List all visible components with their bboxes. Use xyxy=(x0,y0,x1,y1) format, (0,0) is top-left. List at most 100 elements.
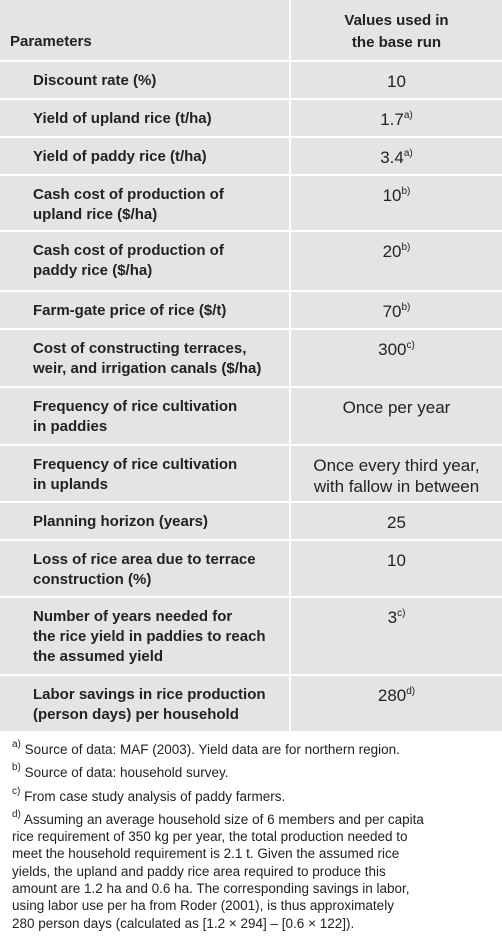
value-cell: 20b) xyxy=(291,232,502,290)
table-row: Yield of upland rice (t/ha) 1.7a) xyxy=(0,100,502,138)
note-marker: b) xyxy=(401,186,411,197)
value-text: 3 xyxy=(387,608,398,627)
parameter-cell: Cash cost of production of upland rice ($… xyxy=(0,176,291,230)
header-cell: Parameters xyxy=(0,0,291,60)
header-cell: Values used in the base run xyxy=(291,0,502,60)
value-cell: 300c) xyxy=(291,330,502,386)
value-cell: 25 xyxy=(291,503,502,539)
parameter-text: Cash cost of production of xyxy=(33,242,224,259)
header-text: Values used in xyxy=(344,12,449,29)
value-cell: 3.4a) xyxy=(291,138,502,174)
parameter-text: Discount rate (%) xyxy=(33,72,157,89)
table-row: Frequency of rice cultivation in paddies O… xyxy=(0,388,502,446)
parameter-text: in uplands xyxy=(33,476,108,493)
table-row: Cash cost of production of paddy rice ($/… xyxy=(0,232,502,292)
footnote-text: Source of data: household survey. xyxy=(24,765,229,781)
note-marker: a) xyxy=(403,148,413,159)
footnotes: a) Source of data: MAF (2003). Yield dat… xyxy=(12,739,496,938)
parameter-cell: Frequency of rice cultivation in uplands xyxy=(0,446,291,501)
parameter-text: Yield of paddy rice (t/ha) xyxy=(33,148,207,165)
footnote-marker: b) xyxy=(12,762,21,774)
footnote: b) Source of data: household survey. xyxy=(12,762,496,781)
parameter-text: paddy rice ($/ha) xyxy=(33,262,153,279)
parameter-text: the rice yield in paddies to reach xyxy=(33,628,266,645)
header-text: Parameters xyxy=(10,33,92,50)
parameter-cell: Labor savings in rice production (person … xyxy=(0,676,291,731)
footnote-text: Source of data: MAF (2003). Yield data a… xyxy=(24,742,400,757)
value-text: 20 xyxy=(382,242,402,261)
table-row: Discount rate (%) 10 xyxy=(0,62,502,100)
value-cell: 1.7a) xyxy=(291,100,502,136)
value-cell: 10 xyxy=(291,541,502,596)
parameter-table: Parameters Values used in the base run Disc… xyxy=(0,0,502,733)
parameter-text: (person days) per household xyxy=(33,706,239,723)
parameter-text: Frequency of rice cultivation xyxy=(33,456,238,473)
header-row: Parameters Values used in the base run xyxy=(0,0,502,62)
footnote: c) From case study analysis of paddy far… xyxy=(12,785,496,805)
parameter-text: Farm-gate price of rice ($/t) xyxy=(33,302,227,319)
header-text: the base run xyxy=(351,34,442,51)
footnote-text: rice requirement of 350 kg per year, the… xyxy=(12,829,408,845)
parameter-text: Planning horizon (years) xyxy=(33,513,209,530)
footnote-text: 280 person days (calculated as [1.2 × 29… xyxy=(12,915,355,931)
table-row: Labor savings in rice production (person … xyxy=(0,676,502,733)
note-marker: c) xyxy=(397,608,406,619)
value-text: with fallow in between xyxy=(313,477,480,496)
value-text: 70 xyxy=(382,302,402,321)
value-cell: Once per year xyxy=(291,388,502,444)
table-row: Yield of paddy rice (t/ha) 3.4a) xyxy=(0,138,502,176)
parameter-cell: Farm-gate price of rice ($/t) xyxy=(0,292,291,328)
value-cell: 10 xyxy=(291,62,502,98)
parameter-text: Loss of rice area due to terrace xyxy=(33,551,256,568)
parameter-text: Cost of constructing terraces, xyxy=(33,340,247,357)
parameter-cell: Cost of constructing terraces, weir, and … xyxy=(0,330,291,386)
value-text: 10 xyxy=(382,186,402,205)
parameter-cell: Loss of rice area due to terrace construc… xyxy=(0,541,291,596)
parameter-text: the assumed yield xyxy=(33,648,164,665)
parameter-cell: Frequency of rice cultivation in paddies xyxy=(0,388,291,444)
footnote-text: using labor use per ha from Roder (2001)… xyxy=(12,898,394,914)
footnote-text: amount are 1.2 ha and 0.6 ha. The corres… xyxy=(12,881,410,897)
footnote-marker: a) xyxy=(12,739,21,750)
parameter-text: Labor savings in rice production xyxy=(33,686,266,703)
footnote-marker: c) xyxy=(12,785,21,797)
parameter-text: Cash cost of production of xyxy=(33,186,224,203)
value-text: Once per year xyxy=(342,398,451,417)
parameter-cell: Discount rate (%) xyxy=(0,62,291,98)
parameter-text: upland rice ($/ha) xyxy=(33,206,158,223)
value-text: 3.4 xyxy=(380,148,404,167)
parameter-text: construction (%) xyxy=(33,571,152,588)
table-row: Loss of rice area due to terrace construc… xyxy=(0,541,502,598)
footnote-marker: d) xyxy=(12,808,21,820)
value-text: 280 xyxy=(377,686,407,705)
parameter-cell: Yield of paddy rice (t/ha) xyxy=(0,138,291,174)
footnote-text: From case study analysis of paddy farmer… xyxy=(24,788,286,804)
parameter-text: Yield of upland rice (t/ha) xyxy=(33,110,212,127)
footnote-text: yields, the upland and paddy rice area r… xyxy=(12,863,386,879)
table-row: Farm-gate price of rice ($/t) 70b) xyxy=(0,292,502,330)
value-text: 10 xyxy=(387,551,406,570)
value-cell: 10b) xyxy=(291,176,502,230)
value-cell: 280d) xyxy=(291,676,502,731)
note-marker: d) xyxy=(406,686,416,697)
value-text: 1.7 xyxy=(380,110,404,129)
note-marker: b) xyxy=(401,242,411,253)
note-marker: c) xyxy=(406,340,415,351)
parameter-text: weir, and irrigation canals ($/ha) xyxy=(33,360,262,377)
parameter-cell: Planning horizon (years) xyxy=(0,503,291,539)
table-row: Cash cost of production of upland rice ($… xyxy=(0,176,502,232)
parameter-cell: Yield of upland rice (t/ha) xyxy=(0,100,291,136)
footnote: a) Source of data: MAF (2003). Yield dat… xyxy=(12,739,496,758)
table-row: Number of years needed for the rice yield… xyxy=(0,598,502,676)
value-cell: Once every third year, with fallow in bet… xyxy=(291,446,502,501)
value-cell: 70b) xyxy=(291,292,502,328)
table-row: Frequency of rice cultivation in uplands O… xyxy=(0,446,502,503)
value-cell: 3c) xyxy=(291,598,502,674)
value-text: Once every third year, xyxy=(313,456,480,475)
parameter-text: in paddies xyxy=(33,418,108,435)
table-row: Planning horizon (years) 25 xyxy=(0,503,502,541)
parameter-cell: Number of years needed for the rice yield… xyxy=(0,598,291,674)
footnote: d) Assuming an average household size of… xyxy=(12,808,496,932)
note-marker: a) xyxy=(403,110,413,121)
